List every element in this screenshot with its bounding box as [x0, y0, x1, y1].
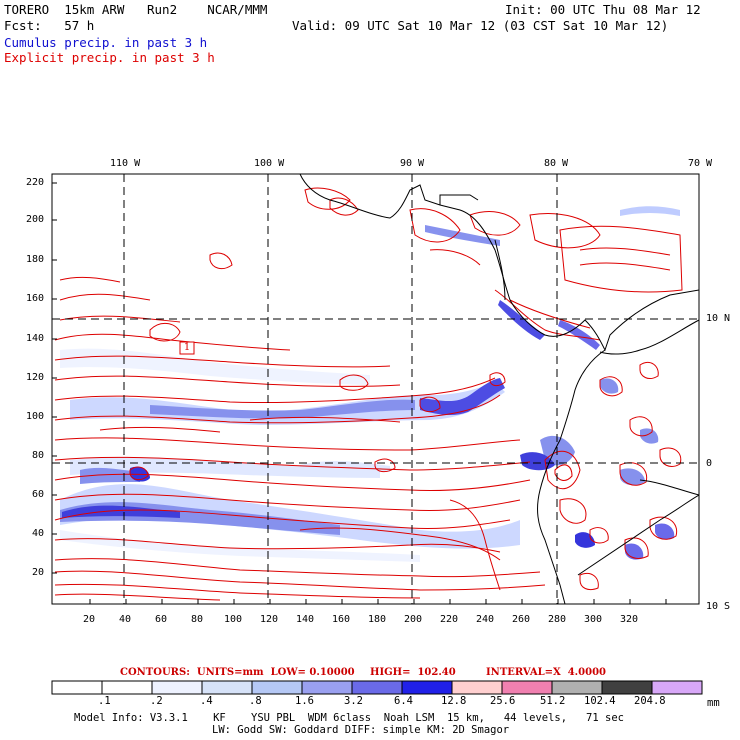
- model-title: TORERO 15km ARW Run2 NCAR/MMM: [4, 2, 268, 17]
- contour-high: HIGH= 102.40: [370, 667, 456, 678]
- physics-info: LW: Godd SW: Goddard DIFF: simple KM: 2D…: [212, 724, 510, 736]
- x-tick-label: 240: [476, 614, 495, 625]
- y-tick-label: 60: [32, 489, 45, 500]
- x-tick-label: 260: [512, 614, 531, 625]
- explicit-contours: [54, 187, 683, 601]
- colorbar-unit: mm: [707, 697, 720, 709]
- colorbar-label: .4: [200, 695, 213, 707]
- x-tick-label: 320: [620, 614, 639, 625]
- x-tick-label: 140: [296, 614, 315, 625]
- lon-label-80w: 80 W: [544, 158, 569, 169]
- colorbar-label: 204.8: [634, 695, 666, 707]
- colorbar-label: 102.4: [584, 695, 616, 707]
- y-tick-label: 100: [26, 411, 45, 422]
- contour-interval: INTERVAL=X 4.0000: [486, 667, 606, 678]
- lon-label-110w: 110 W: [110, 158, 141, 169]
- x-tick-label: 60: [155, 614, 168, 625]
- y-tick-label: 20: [32, 567, 45, 578]
- box-label: 1: [183, 342, 191, 353]
- lon-label-100w: 100 W: [254, 158, 285, 169]
- x-tick-label: 80: [191, 614, 204, 625]
- x-tick-label: 160: [332, 614, 351, 625]
- y-tick-label: 140: [26, 333, 45, 344]
- y-tick-label: 40: [32, 528, 45, 539]
- init-time: Init: 00 UTC Thu 08 Mar 12: [505, 2, 701, 17]
- colorbar-label: .2: [150, 695, 163, 707]
- forecast-hour: Fcst: 57 h: [4, 18, 95, 33]
- map-frame: [51, 173, 700, 605]
- axis-ticks: [52, 182, 667, 604]
- y-tick-label: 180: [26, 254, 45, 265]
- colorbar-label: 1.6: [295, 695, 314, 707]
- lon-label-90w: 90 W: [400, 158, 425, 169]
- x-tick-label: 100: [224, 614, 243, 625]
- colorbar-label: 3.2: [344, 695, 363, 707]
- x-tick-label: 280: [548, 614, 567, 625]
- lat-label-10s: 10 S: [706, 601, 731, 612]
- valid-time: Valid: 09 UTC Sat 10 Mar 12 (03 CST Sat …: [292, 18, 669, 33]
- colorbar-label: 6.4: [394, 695, 413, 707]
- x-tick-label: 20: [83, 614, 96, 625]
- lat-label-10n: 10 N: [706, 313, 731, 324]
- x-tick-label: 40: [119, 614, 132, 625]
- contour-info: CONTOURS: UNITS=mm LOW= 0.10000: [120, 667, 355, 678]
- y-tick-label: 200: [26, 214, 45, 225]
- y-tick-label: 120: [26, 372, 45, 383]
- x-tick-label: 220: [440, 614, 459, 625]
- coastlines: [299, 174, 699, 604]
- colorbar-label: .1: [98, 695, 111, 707]
- latlon-grid: [52, 174, 699, 604]
- y-tick-label: 220: [26, 177, 45, 188]
- y-tick-label: 160: [26, 293, 45, 304]
- lat-label-0: 0: [706, 458, 713, 469]
- model-info: Model Info: V3.3.1 KF YSU PBL WDM 6class…: [74, 712, 624, 724]
- x-tick-label: 300: [584, 614, 603, 625]
- colorbar-label: 51.2: [540, 695, 566, 707]
- cumulus-shading: [60, 206, 680, 562]
- colorbar-label: 12.8: [441, 695, 467, 707]
- cumulus-legend: Cumulus precip. in past 3 h: [4, 35, 208, 50]
- x-tick-label: 120: [260, 614, 279, 625]
- x-tick-label: 180: [368, 614, 387, 625]
- x-tick-label: 200: [404, 614, 423, 625]
- explicit-legend: Explicit precip. in past 3 h: [4, 50, 215, 65]
- y-tick-label: 80: [32, 450, 45, 461]
- colorbar-label: 25.6: [490, 695, 516, 707]
- lon-label-70w: 70 W: [688, 158, 713, 169]
- colorbar-label: .8: [249, 695, 262, 707]
